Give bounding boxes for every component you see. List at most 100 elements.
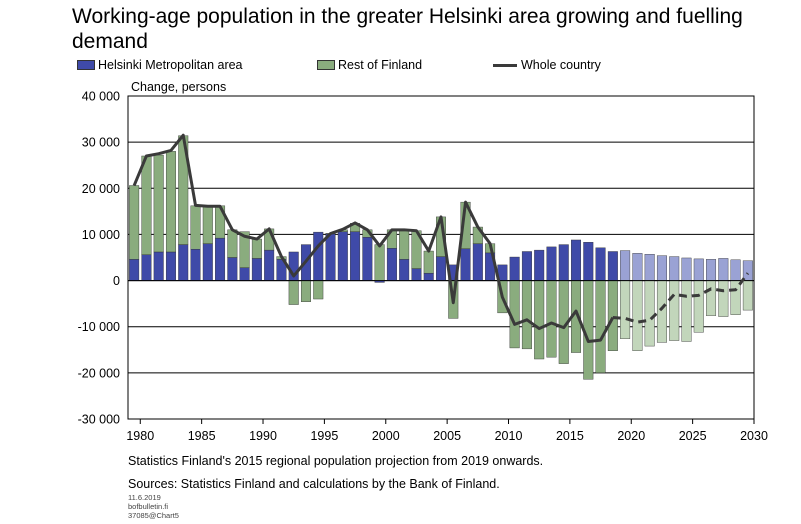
bar-helsinki bbox=[190, 248, 201, 281]
x-tick-label: 2025 bbox=[679, 429, 707, 443]
bar-helsinki bbox=[681, 257, 692, 281]
bar-rest-of-finland bbox=[693, 280, 704, 333]
bar-helsinki bbox=[313, 231, 324, 281]
y-axis-unit-label: Change, persons bbox=[131, 80, 227, 94]
bar-rest-of-finland bbox=[423, 250, 434, 274]
legend-label-helsinki: Helsinki Metropolitan area bbox=[98, 58, 243, 72]
bar-helsinki bbox=[215, 237, 226, 281]
legend-item-helsinki: Helsinki Metropolitan area bbox=[77, 58, 243, 72]
chart-legend: Helsinki Metropolitan area Rest of Finla… bbox=[72, 58, 792, 76]
bar-rest-of-finland bbox=[251, 238, 262, 259]
bar-helsinki bbox=[153, 251, 164, 281]
line-whole-country bbox=[132, 133, 615, 343]
y-tick-label: -20 000 bbox=[78, 366, 120, 380]
bar-helsinki bbox=[202, 243, 213, 281]
chart-title: Working-age population in the greater He… bbox=[72, 5, 743, 53]
x-tick-label: 1990 bbox=[249, 429, 277, 443]
bar-rest-of-finland bbox=[521, 280, 532, 350]
bar-helsinki bbox=[165, 251, 176, 281]
bar-rest-of-finland bbox=[546, 280, 557, 358]
legend-label-whole: Whole country bbox=[521, 58, 601, 72]
bar-rest-of-finland bbox=[141, 155, 152, 255]
bar-helsinki bbox=[350, 231, 361, 281]
bar-rest-of-finland bbox=[620, 280, 631, 339]
x-tick-label: 1995 bbox=[310, 429, 338, 443]
bar-helsinki bbox=[386, 248, 397, 281]
x-tick-label: 1980 bbox=[126, 429, 154, 443]
bar-rest-of-finland bbox=[742, 280, 753, 311]
bar-helsinki bbox=[472, 243, 483, 281]
bar-helsinki bbox=[362, 236, 373, 281]
y-tick-label: 20 000 bbox=[82, 182, 120, 196]
bar-helsinki bbox=[411, 268, 422, 281]
y-tick-label: 10 000 bbox=[82, 228, 120, 242]
bar-helsinki bbox=[644, 254, 655, 281]
bar-rest-of-finland bbox=[656, 280, 667, 343]
legend-swatch-whole bbox=[493, 63, 517, 67]
bar-rest-of-finland bbox=[607, 280, 618, 351]
bar-helsinki bbox=[325, 233, 336, 281]
bar-rest-of-finland bbox=[190, 205, 201, 250]
bar-rest-of-finland bbox=[632, 280, 643, 351]
bar-rest-of-finland bbox=[399, 229, 410, 260]
bar-helsinki bbox=[706, 259, 717, 281]
y-tick-label: 40 000 bbox=[82, 90, 120, 104]
bar-helsinki bbox=[693, 258, 704, 281]
footnote-site: bofbulletin.fi bbox=[128, 502, 169, 511]
bar-helsinki bbox=[337, 231, 348, 281]
footnote-chart-id: 37085@Chart5 bbox=[128, 511, 179, 520]
bar-rest-of-finland bbox=[129, 185, 140, 260]
bar-helsinki bbox=[460, 248, 471, 281]
bar-rest-of-finland bbox=[644, 280, 655, 347]
bar-helsinki bbox=[718, 258, 729, 281]
legend-item-whole: Whole country bbox=[493, 58, 601, 72]
bar-helsinki bbox=[399, 259, 410, 281]
bar-helsinki bbox=[656, 255, 667, 281]
y-tick-label: 30 000 bbox=[82, 136, 120, 150]
footnote-projection: Statistics Finland's 2015 regional popul… bbox=[128, 454, 544, 468]
bar-rest-of-finland bbox=[718, 280, 729, 317]
bar-helsinki bbox=[141, 254, 152, 281]
bar-helsinki bbox=[251, 258, 262, 281]
bar-helsinki bbox=[423, 272, 434, 281]
bar-helsinki bbox=[534, 249, 545, 281]
legend-swatch-helsinki bbox=[77, 60, 95, 70]
x-tick-label: 2010 bbox=[495, 429, 523, 443]
plot-frame bbox=[127, 95, 755, 420]
bar-rest-of-finland bbox=[534, 280, 545, 360]
bar-rest-of-finland bbox=[239, 231, 250, 268]
y-tick-label: -30 000 bbox=[78, 413, 120, 427]
legend-item-rest: Rest of Finland bbox=[317, 58, 422, 72]
bar-rest-of-finland bbox=[374, 244, 385, 281]
bar-rest-of-finland bbox=[153, 154, 164, 253]
bar-helsinki bbox=[595, 247, 606, 281]
y-tick-label: 0 bbox=[113, 274, 120, 288]
x-tick-label: 2015 bbox=[556, 429, 584, 443]
bar-helsinki bbox=[632, 253, 643, 281]
bar-helsinki bbox=[436, 256, 446, 281]
bar-helsinki bbox=[742, 260, 753, 281]
footnote-date: 11.6.2019 bbox=[128, 493, 161, 502]
bar-rest-of-finland bbox=[313, 280, 324, 300]
bar-helsinki bbox=[239, 267, 250, 281]
bar-rest-of-finland bbox=[706, 280, 717, 316]
x-tick-label: 1985 bbox=[188, 429, 216, 443]
x-tick-label: 2030 bbox=[740, 429, 768, 443]
legend-label-rest: Rest of Finland bbox=[338, 58, 423, 72]
bar-helsinki bbox=[558, 244, 569, 281]
bar-rest-of-finland bbox=[595, 280, 606, 374]
bar-helsinki bbox=[264, 249, 275, 281]
legend-swatch-rest bbox=[317, 60, 335, 70]
line-whole-country-projection bbox=[612, 272, 750, 324]
bar-rest-of-finland bbox=[227, 229, 238, 258]
bar-helsinki bbox=[546, 246, 557, 281]
bar-helsinki bbox=[227, 257, 238, 281]
y-tick-label: -10 000 bbox=[78, 320, 120, 334]
bar-rest-of-finland bbox=[165, 151, 176, 253]
bar-helsinki bbox=[509, 256, 520, 281]
bar-helsinki bbox=[129, 259, 140, 281]
bar-rest-of-finland bbox=[669, 280, 680, 341]
x-tick-label: 2000 bbox=[372, 429, 400, 443]
bar-rest-of-finland bbox=[202, 206, 213, 244]
